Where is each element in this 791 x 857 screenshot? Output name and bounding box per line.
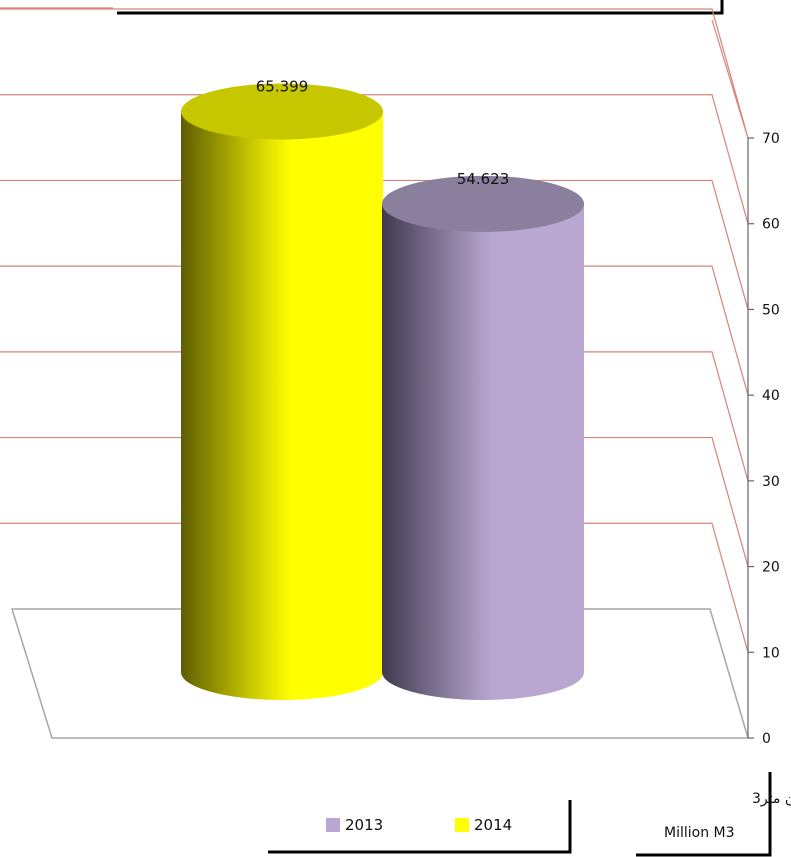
- legend-swatch-2013: [326, 818, 340, 832]
- y-tick-label: 60: [762, 217, 780, 233]
- bar-2013: [382, 175, 584, 700]
- unit-label-english: Million M3: [664, 825, 735, 841]
- legend-swatch-2014: [455, 818, 469, 832]
- legend-label-2013: 2013: [345, 816, 383, 834]
- y-tick-label: 40: [762, 388, 780, 404]
- top-frame: [0, 0, 724, 15]
- legend: 2013 2014: [268, 800, 572, 854]
- y-tick-label: 0: [762, 731, 771, 747]
- bar-top-2013: [382, 175, 584, 232]
- y-tick-label: 10: [762, 645, 780, 661]
- legend-label-2014: 2014: [474, 816, 512, 834]
- data-labels: 65.399 54.623: [256, 78, 510, 188]
- bar-top-2014: [181, 83, 383, 140]
- y-tick-label: 70: [762, 131, 780, 147]
- bar-body-2014: [181, 111, 383, 700]
- bar-body-2013: [382, 203, 584, 700]
- unit-label-arabic: مليون متر3: [752, 791, 791, 807]
- data-label-2014: 65.399: [256, 78, 309, 96]
- bar-2014: [181, 83, 383, 700]
- y-tick-label: 50: [762, 302, 780, 318]
- y-tick-label: 20: [762, 560, 780, 576]
- y-tick-label: 30: [762, 474, 780, 490]
- bars: [181, 83, 584, 700]
- unit-box: مليون متر3 Million M3: [636, 772, 791, 857]
- gridline: [0, 8, 749, 139]
- side-wall-edge: [711, 19, 749, 139]
- y-axis: 0 10 20 30 40 50 60 70: [747, 131, 780, 747]
- data-label-2013: 54.623: [457, 170, 510, 188]
